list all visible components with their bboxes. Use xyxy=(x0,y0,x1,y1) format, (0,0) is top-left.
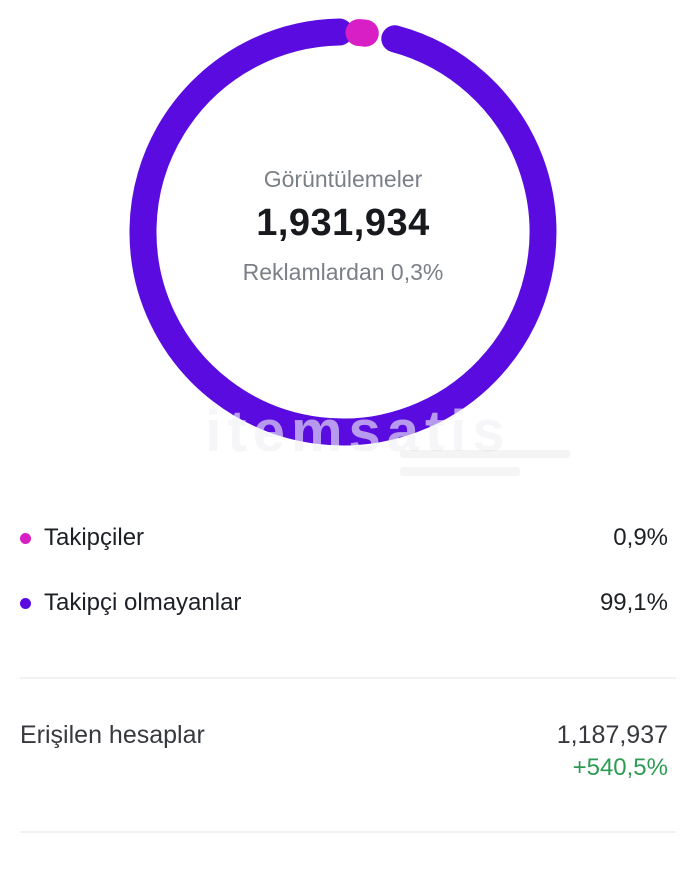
divider xyxy=(20,831,676,833)
accounts-reached-line: Erişilen hesaplar 1,187,937 xyxy=(0,718,696,752)
legend-label-followers: Takipçiler xyxy=(44,524,145,551)
legend-label-nonfollowers: Takipçi olmayanlar xyxy=(44,589,242,616)
accounts-reached-label: Erişilen hesaplar xyxy=(20,720,205,749)
donut-chart-svg xyxy=(129,18,557,446)
legend-value-nonfollowers: 99,1% xyxy=(599,589,668,616)
views-donut-chart: Görüntülemeler 1,931,934 Reklamlardan 0,… xyxy=(129,18,570,476)
divider xyxy=(20,677,676,679)
accounts-reached-delta: +540,5% xyxy=(572,754,668,781)
nonfollowers-dot-icon xyxy=(20,597,31,609)
accounts-reached-value: 1,187,937 xyxy=(556,720,668,749)
legend-row-followers: Takipçiler 0,9% xyxy=(0,521,696,555)
donut-segment-nonfollowers xyxy=(129,18,557,446)
donut-segment-followers xyxy=(345,19,379,47)
accounts-reached-row: Erişilen hesaplar 1,187,937 +540,5% xyxy=(0,718,696,782)
followers-dot-icon xyxy=(20,532,31,544)
legend-value-followers: 0,9% xyxy=(613,524,668,551)
legend-row-nonfollowers: Takipçi olmayanlar 99,1% xyxy=(0,586,696,620)
donut-legend: Takipçiler 0,9% Takipçi olmayanlar 99,1% xyxy=(0,521,696,651)
